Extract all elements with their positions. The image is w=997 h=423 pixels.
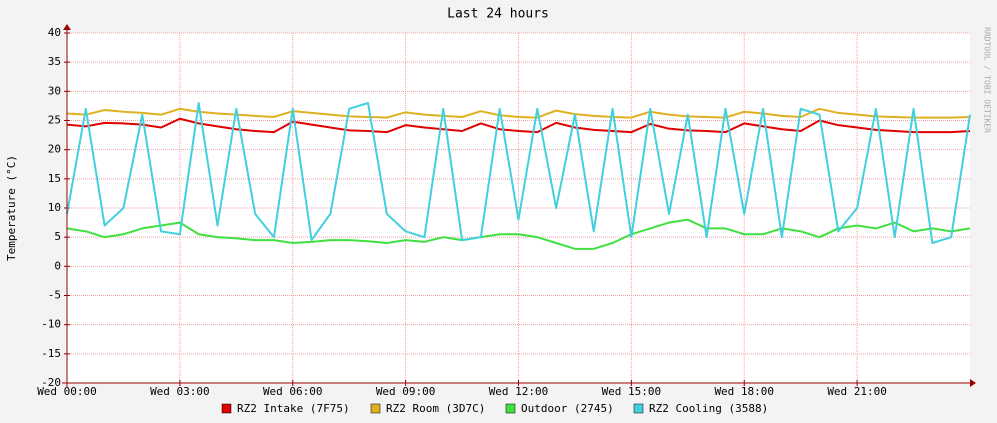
y-tick-label: 30 [48, 84, 61, 97]
y-tick-label: -10 [41, 318, 61, 331]
series-line [66, 218, 971, 250]
series-line [66, 102, 971, 244]
chart-title: Last 24 hours [447, 7, 549, 22]
legend-label: RZ2 Intake (7F75) [237, 402, 350, 415]
y-tick-label: 15 [48, 172, 61, 185]
x-axis-arrow [970, 379, 976, 387]
x-tick-label: Wed 21:00 [827, 385, 887, 398]
y-tick-label: -20 [41, 376, 61, 389]
legend-swatch [370, 403, 381, 414]
x-tick-label: Wed 06:00 [263, 385, 323, 398]
legend-swatch [221, 403, 232, 414]
y-tick-label: 10 [48, 201, 61, 214]
legend-swatch [505, 403, 516, 414]
legend-swatch [633, 403, 644, 414]
y-axis-label: Temperature (°C) [5, 155, 18, 261]
series-line [66, 107, 971, 119]
y-tick-label: 35 [48, 55, 61, 68]
x-tick-label: Wed 18:00 [714, 385, 774, 398]
legend-label: Outdoor (2745) [521, 402, 614, 415]
x-tick-label: Wed 00:00 [37, 385, 97, 398]
y-axis-arrow [63, 24, 71, 30]
x-tick-label: Wed 03:00 [150, 385, 210, 398]
y-tick-label: 40 [48, 26, 61, 39]
watermark: RRDTOOL / TOBI OETIKER [983, 27, 992, 133]
y-tick-label: 25 [48, 114, 61, 127]
y-tick-label: -15 [41, 347, 61, 360]
y-tick-label: 20 [48, 143, 61, 156]
x-tick-label: Wed 15:00 [602, 385, 662, 398]
y-tick-label: 5 [54, 230, 61, 243]
legend-label: RZ2 Room (3D7C) [386, 402, 485, 415]
x-tick-label: Wed 09:00 [376, 385, 436, 398]
y-tick-label: -5 [48, 289, 61, 302]
y-tick-label: 0 [54, 259, 61, 272]
legend-label: RZ2 Cooling (3588) [649, 402, 768, 415]
x-tick-label: Wed 12:00 [489, 385, 549, 398]
